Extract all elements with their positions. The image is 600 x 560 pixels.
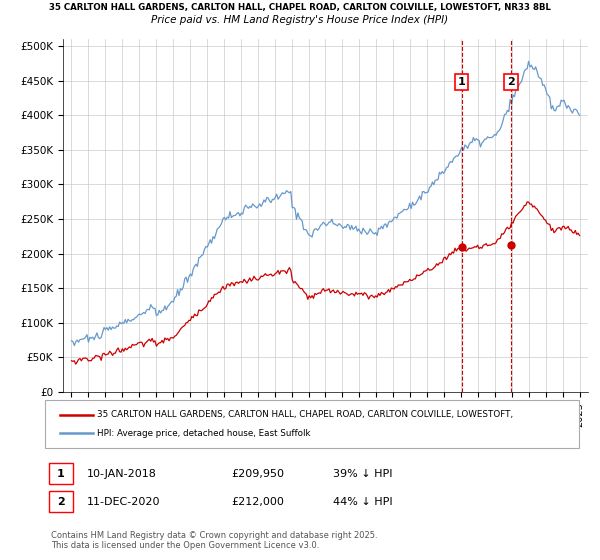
Text: 39% ↓ HPI: 39% ↓ HPI [333,469,392,479]
Text: Contains HM Land Registry data © Crown copyright and database right 2025.
This d: Contains HM Land Registry data © Crown c… [51,531,377,550]
Text: HPI: Average price, detached house, East Suffolk: HPI: Average price, detached house, East… [97,429,311,438]
Text: £209,950: £209,950 [231,469,284,479]
Text: 11-DEC-2020: 11-DEC-2020 [87,497,161,507]
Text: £212,000: £212,000 [231,497,284,507]
Text: 2: 2 [507,77,515,87]
Text: 2: 2 [57,497,64,507]
Text: 10-JAN-2018: 10-JAN-2018 [87,469,157,479]
Text: 1: 1 [458,77,466,87]
Text: 35 CARLTON HALL GARDENS, CARLTON HALL, CHAPEL ROAD, CARLTON COLVILLE, LOWESTOFT,: 35 CARLTON HALL GARDENS, CARLTON HALL, C… [49,3,551,12]
Text: 35 CARLTON HALL GARDENS, CARLTON HALL, CHAPEL ROAD, CARLTON COLVILLE, LOWESTOFT,: 35 CARLTON HALL GARDENS, CARLTON HALL, C… [97,410,514,419]
Text: 1: 1 [57,469,64,479]
Text: 44% ↓ HPI: 44% ↓ HPI [333,497,392,507]
Text: Price paid vs. HM Land Registry's House Price Index (HPI): Price paid vs. HM Land Registry's House … [151,15,449,25]
